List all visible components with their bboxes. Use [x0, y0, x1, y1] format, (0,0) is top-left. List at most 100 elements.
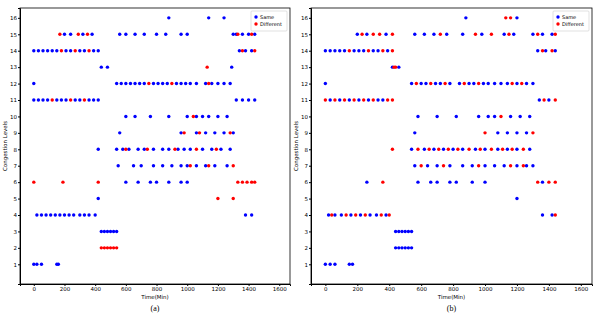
y-tick: 15 [10, 32, 20, 38]
point [458, 82, 461, 85]
y-tick-label: 8 [305, 147, 309, 153]
point [463, 82, 466, 85]
point [210, 82, 213, 85]
y-tick: 11 [301, 97, 311, 103]
point [86, 33, 89, 36]
panel-title: (b) [447, 304, 457, 313]
point [201, 115, 204, 118]
point [161, 164, 164, 167]
y-tick-label: 15 [10, 32, 17, 38]
point [386, 49, 389, 52]
point [413, 131, 416, 134]
point [451, 148, 454, 151]
point [121, 148, 124, 151]
point [179, 131, 182, 134]
x-axis: 02004006008001000120014001600 [21, 284, 291, 292]
point [143, 33, 146, 36]
point [55, 49, 58, 52]
y-tick-label: 1 [305, 262, 309, 268]
point [327, 213, 330, 216]
y-tick: 4 [305, 212, 312, 218]
point [442, 164, 445, 167]
point [232, 197, 235, 200]
point [439, 33, 442, 36]
point [161, 82, 164, 85]
point [241, 49, 244, 52]
legend-marker [556, 15, 559, 18]
point [531, 131, 534, 134]
point [512, 33, 515, 36]
point [124, 33, 127, 36]
point [410, 246, 413, 249]
point [522, 164, 525, 167]
point [515, 16, 518, 19]
point [328, 263, 331, 266]
point [225, 115, 228, 118]
point [238, 49, 241, 52]
point [448, 82, 451, 85]
point [92, 98, 95, 101]
point [554, 180, 557, 183]
point [324, 263, 327, 266]
y-tick-label: 3 [305, 229, 309, 235]
point [384, 33, 387, 36]
y-tick: 3 [14, 229, 21, 235]
point [407, 230, 410, 233]
point [461, 164, 464, 167]
point [515, 131, 518, 134]
point [550, 33, 553, 36]
point [324, 82, 327, 85]
point [381, 180, 384, 183]
point [506, 82, 509, 85]
point [381, 49, 384, 52]
point [372, 49, 375, 52]
point [394, 246, 397, 249]
y-tick: 9 [305, 130, 312, 136]
point [143, 82, 146, 85]
point [493, 82, 496, 85]
point [189, 148, 192, 151]
legend-marker [254, 15, 257, 18]
y-tick: 6 [305, 179, 312, 185]
y-tick-label: 16 [301, 15, 308, 21]
y-tick-label: 10 [10, 114, 17, 120]
point [419, 164, 422, 167]
point [522, 148, 525, 151]
point [547, 98, 550, 101]
point [507, 33, 510, 36]
point [213, 131, 216, 134]
point [541, 180, 544, 183]
point [348, 49, 351, 52]
point [146, 148, 149, 151]
point [245, 180, 248, 183]
y-tick-label: 2 [305, 245, 309, 251]
y-tick: 12 [301, 81, 311, 87]
y-tick-label: 6 [305, 179, 309, 185]
point [63, 33, 66, 36]
point [394, 230, 397, 233]
point [100, 230, 103, 233]
x-tick-label: 0 [33, 286, 37, 292]
y-tick: 5 [305, 196, 312, 202]
point [435, 115, 438, 118]
point [376, 49, 379, 52]
point [397, 230, 400, 233]
point [118, 33, 121, 36]
point [499, 82, 502, 85]
point [106, 230, 109, 233]
point [333, 263, 336, 266]
point [69, 33, 72, 36]
x-tick-label: 1200 [510, 286, 524, 292]
x-tick-label: 800 [448, 286, 459, 292]
point [477, 164, 480, 167]
point [356, 33, 359, 36]
point [410, 230, 413, 233]
y-tick-label: 4 [305, 212, 309, 218]
point [324, 98, 327, 101]
point [447, 148, 450, 151]
point [78, 213, 81, 216]
x-tick-label: 1600 [574, 286, 588, 292]
x-tick-label: 400 [384, 286, 395, 292]
point [166, 82, 169, 85]
point [74, 98, 77, 101]
